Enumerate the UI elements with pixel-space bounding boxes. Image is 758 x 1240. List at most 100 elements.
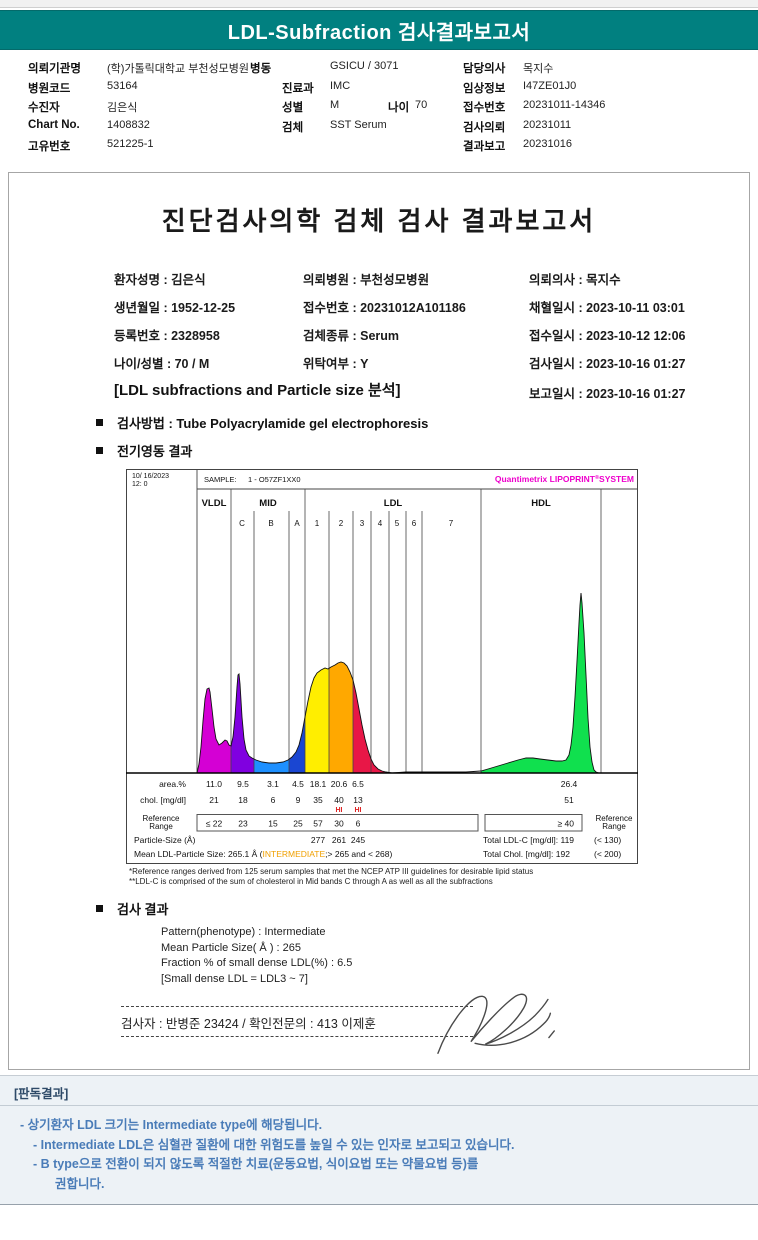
patient-field: 등록번호 : 2328958: [114, 329, 220, 343]
header-field-value: I47ZE01J0: [523, 79, 577, 92]
patient-field: 의뢰의사 : 목지수: [529, 273, 621, 287]
area-value-LDL-3: 6.5: [352, 779, 364, 789]
band-label-A: A: [294, 519, 300, 528]
area-value-VLDL: 11.0: [206, 779, 222, 789]
bullet-icon: [96, 447, 103, 454]
chart-footnotes: *Reference ranges derived from 125 serum…: [129, 867, 533, 886]
band-fill-LDL-1: [305, 668, 329, 773]
total-chol-ref: (< 200): [594, 849, 621, 859]
header-field-value: SST Serum: [330, 118, 387, 131]
ref-value-LDL-1: 57: [313, 819, 323, 829]
particle-row-label: Particle-Size (Å): [134, 835, 196, 845]
band-label-2: 2: [339, 519, 344, 528]
header-field-value: (학)가톨릭대학교 부천성모병원: [107, 63, 249, 75]
area-value-MID-C: 9.5: [237, 779, 249, 789]
signature-stroke: [437, 993, 555, 1054]
electrophoresis-row: 전기영동 결과: [96, 441, 192, 460]
divider-dashed: [121, 1006, 473, 1007]
header-field-value: 목지수: [523, 63, 554, 75]
header-field-label: 결과보고: [463, 141, 506, 153]
interpretation-line: - Intermediate LDL은 심혈관 질환에 대한 위험도를 높일 수…: [33, 1137, 515, 1152]
header-field-value: 53164: [107, 79, 138, 92]
report-time: 보고일시 : 2023-10-16 01:27: [529, 387, 686, 401]
band-label-7: 7: [449, 519, 454, 528]
electrophoresis-chart: 10/ 16/2023 12: 0 SAMPLE: 1 - O57ZF1XX0 Quan…: [126, 469, 638, 864]
header-field-value: 김은식: [107, 102, 138, 114]
chol-value-MID-C: 18: [238, 795, 248, 805]
patient-field: 환자성명 : 김은식: [114, 273, 206, 287]
ref-value-LDL-3: 6: [356, 819, 361, 829]
total-chol-value: Total Chol. [mg/dl]: 192: [483, 849, 570, 859]
header-field-label: 접수번호: [463, 102, 506, 114]
band-fill-HDL: [481, 593, 599, 773]
chol-value-LDL-1: 35: [313, 795, 323, 805]
header-field-value: GSICU / 3071: [330, 60, 399, 72]
report-body: 진단검사의학 검체 검사 결과보고서 환자성명 : 김은식 의뢰병원 : 부천성모…: [8, 172, 750, 1070]
sample-id: 1 - O57ZF1XX0: [248, 475, 301, 484]
header-field-label: Chart No.: [28, 118, 80, 131]
chart-date: 10/ 16/2023: [132, 473, 169, 480]
header-field-value: 70: [415, 99, 428, 111]
result-line: Pattern(phenotype) : Intermediate: [161, 926, 326, 938]
chol-row-label: chol. [mg/dl]: [140, 795, 186, 805]
band-label-6: 6: [412, 519, 417, 528]
ref-row-label: Reference: [143, 814, 180, 823]
patient-field: 검사일시 : 2023-10-16 01:27: [529, 357, 686, 371]
header-field-label: 나이: [388, 102, 410, 114]
chol-value-VLDL: 21: [209, 795, 219, 805]
densitometry-curve: [196, 592, 600, 774]
header-field-label: 담당의사: [463, 63, 506, 75]
area-value-MID-B: 3.1: [267, 779, 279, 789]
band-label-B: B: [268, 519, 273, 528]
page-title: LDL-Subfraction 검사결과보고서: [227, 21, 531, 44]
bullet-icon: [96, 905, 103, 912]
group-label-HDL: HDL: [531, 498, 551, 509]
result-section-title: 검사 결과: [117, 902, 169, 917]
patient-field: 채혈일시 : 2023-10-11 03:01: [529, 301, 685, 315]
header-field-value: IMC: [330, 79, 351, 92]
band-label-4: 4: [378, 519, 383, 528]
patient-field: 접수번호 : 20231012A101186: [303, 301, 466, 315]
header-field-label: 검사의뢰: [463, 121, 506, 134]
divider-dashed: [121, 1036, 473, 1037]
signature: [437, 993, 555, 1054]
chol-value-MID-B: 6: [271, 795, 276, 805]
result-line: Fraction % of small dense LDL(%) : 6.5: [161, 957, 353, 969]
ref-value-HDL: ≥ 40: [558, 819, 575, 829]
ref-value-LDL-2: 30: [334, 819, 344, 829]
header-field-label: 진료과: [282, 82, 314, 95]
mean-particle-line: Mean LDL-Particle Size: 265.1 Å (INTERME…: [134, 849, 392, 859]
header-field-label: 의뢰기관명: [28, 63, 81, 75]
header-field-label: 고유번호: [28, 141, 71, 153]
chol-value-LDL-3: 13: [353, 795, 363, 805]
total-ldl-ref: (< 130): [594, 835, 621, 845]
particle-value-LDL-3: 245: [351, 835, 365, 845]
band-fill-LDL-3: [353, 680, 392, 773]
band-label-3: 3: [360, 519, 365, 528]
patient-field: 나이/성별 : 70 / M: [114, 357, 210, 371]
sample-label: SAMPLE:: [204, 475, 237, 484]
patient-field: 생년월일 : 1952-12-25: [114, 301, 236, 315]
title-bar: LDL-Subfraction 검사결과보고서: [0, 10, 758, 50]
method-row: 검사방법 : Tube Polyacrylamide gel electroph…: [96, 413, 428, 432]
header-field-value: 20231011: [523, 118, 572, 131]
ref-side-label: Reference: [596, 814, 633, 823]
band-fill-MID-B: [254, 759, 289, 773]
total-ldl-value: Total LDL-C [mg/dl]: 119: [483, 835, 574, 845]
band-fill-LDL-2: [329, 662, 353, 773]
header-field-label: 병원코드: [28, 82, 71, 95]
chol-flag-LDL-2: HI: [336, 807, 343, 814]
group-label-LDL: LDL: [384, 498, 403, 509]
particle-value-LDL-2: 261: [332, 835, 346, 845]
interpretation-line: - B type으로 전환이 되지 않도록 적절한 치료(운동요법, 식이요법 …: [33, 1157, 479, 1171]
report-title: 진단검사의학 검체 검사 결과보고서: [161, 206, 597, 236]
result-line: [Small dense LDL = LDL3 ~ 7]: [161, 972, 308, 985]
ref-row-label: Range: [149, 822, 173, 831]
interpretation-title: [판독결과]: [14, 1087, 69, 1101]
top-strip: [0, 0, 758, 8]
group-label-MID: MID: [259, 498, 277, 509]
area-value-LDL-1: 18.1: [310, 779, 327, 789]
result-row: 검사 결과: [96, 899, 168, 918]
header-field-label: 검체: [282, 121, 304, 134]
